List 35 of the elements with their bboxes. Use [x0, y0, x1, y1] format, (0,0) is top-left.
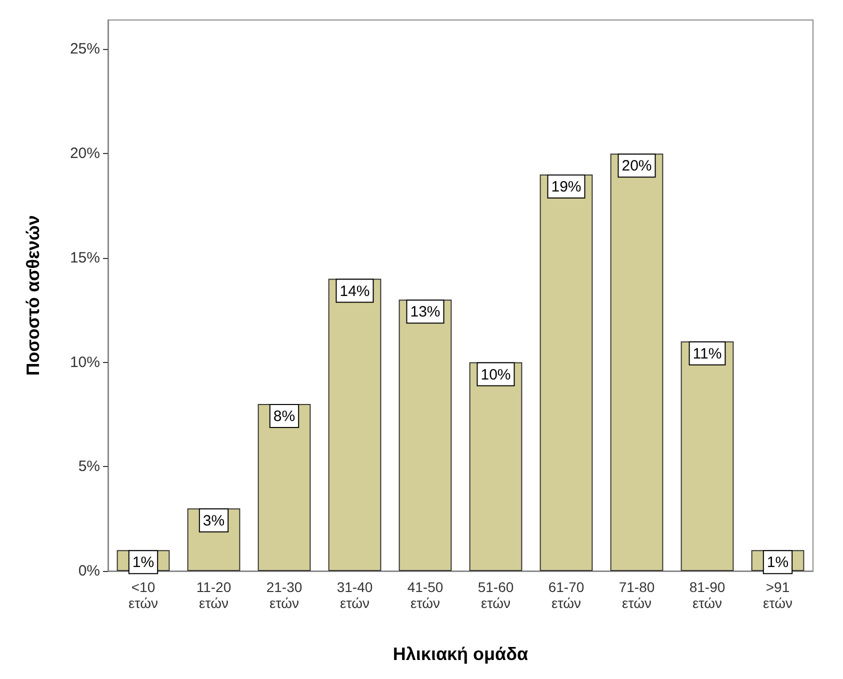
data-label: 20%	[622, 158, 652, 175]
x-axis-title: Ηλικιακή ομάδα	[392, 644, 528, 664]
x-tick-label: >91 ετών	[762, 579, 793, 611]
bar	[610, 154, 664, 571]
x-tick-label: 41-50 ετών	[407, 579, 444, 611]
bar	[680, 341, 734, 571]
bar	[540, 174, 593, 571]
x-tick-label: 11-20 ετών	[196, 579, 232, 611]
y-tick-label: 25%	[70, 40, 100, 58]
bar	[328, 278, 382, 571]
x-tick-label: 81-90 ετών	[689, 579, 726, 611]
y-tick-label: 0%	[78, 562, 100, 580]
x-tick-label: 51-60 ετών	[478, 579, 514, 611]
x-tick-label: 61-70 ετών	[548, 579, 584, 611]
data-label: 3%	[202, 512, 225, 530]
x-tick-label: 31-40 ετών	[336, 579, 373, 611]
x-tick-label: 71-80 ετών	[618, 579, 655, 611]
x-tick-label: <10 ετών	[128, 579, 158, 611]
y-axis-title: Ποσοστό ασθενών	[23, 215, 43, 376]
data-label: 10%	[480, 366, 511, 384]
data-label: 13%	[410, 304, 440, 321]
data-label: 14%	[340, 282, 370, 300]
data-label: 1%	[766, 554, 789, 572]
bar	[469, 362, 522, 571]
y-tick-label: 20%	[70, 145, 100, 162]
y-tick-label: 10%	[70, 354, 100, 371]
data-label: 1%	[132, 554, 154, 572]
y-tick-label: 5%	[78, 458, 100, 476]
data-label: 19%	[551, 178, 582, 196]
bar	[258, 404, 311, 571]
data-label: 11%	[692, 345, 722, 362]
data-label: 8%	[273, 408, 296, 426]
y-tick-label: 15%	[70, 249, 100, 266]
x-tick-label: 21-30 ετών	[266, 579, 302, 611]
bar	[398, 300, 452, 571]
